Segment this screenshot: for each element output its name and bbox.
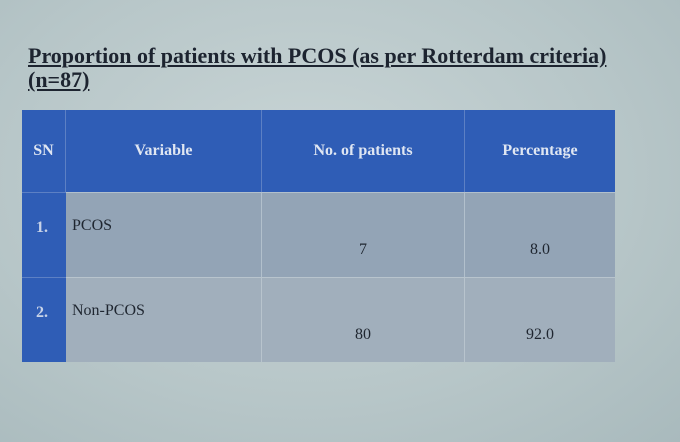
percentage-cell: 92.0 (465, 277, 615, 362)
sn-cell: 1. (22, 192, 66, 277)
variable-cell: Non-PCOS (66, 277, 262, 362)
header-cell: No. of patients (262, 110, 465, 192)
sn-cell: 2. (22, 277, 66, 362)
header-cell: Variable (66, 110, 262, 192)
header-cell: Percentage (465, 110, 615, 192)
percentage-cell: 8.0 (465, 192, 615, 277)
title: Proportion of patients with PCOS (as per… (28, 43, 607, 92)
count-cell: 80 (262, 277, 465, 362)
variable-cell: PCOS (66, 192, 262, 277)
header-cell: SN (22, 110, 66, 192)
count-cell: 7 (262, 192, 465, 277)
